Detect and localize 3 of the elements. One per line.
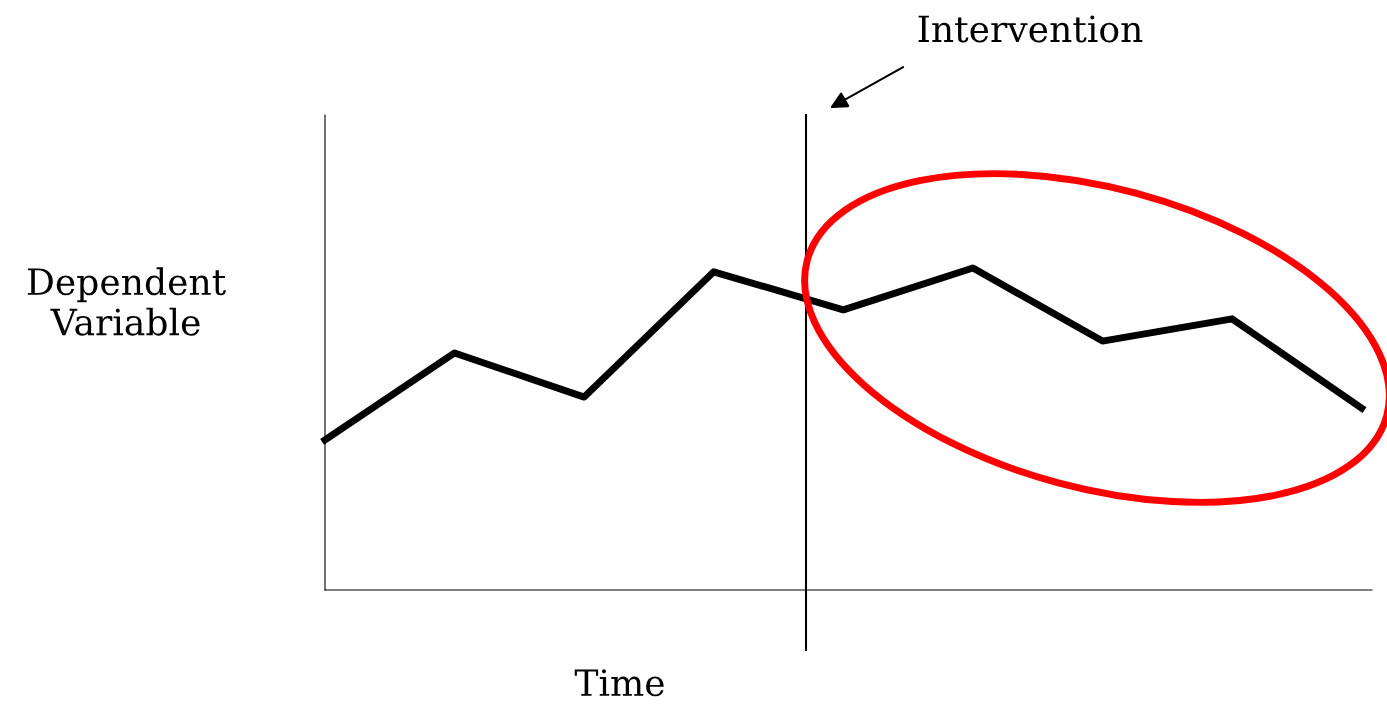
y-axis-title: Dependent Variable: [27, 267, 226, 336]
text: Intervention: [918, 15, 1143, 43]
x-axis-title: Time: [574, 669, 664, 697]
